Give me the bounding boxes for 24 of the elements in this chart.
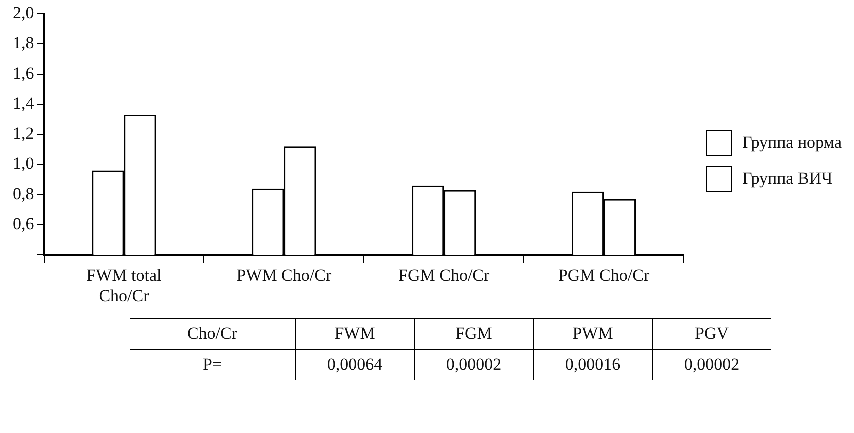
y-tick-label: 1,2 xyxy=(13,124,34,144)
text: Cho/Cr xyxy=(130,318,296,350)
y-tick-label: 0,8 xyxy=(13,184,34,204)
y-tick-label: 1,4 xyxy=(13,94,35,113)
text: 0,00002 xyxy=(652,350,771,380)
y-tick-label: 1,6 xyxy=(13,64,34,83)
text: PWM xyxy=(534,318,652,350)
x-tick-label: PWM Cho/Cr xyxy=(236,266,332,285)
text: 0,00016 xyxy=(534,350,652,380)
y-tick-label: 2,0 xyxy=(13,3,34,22)
text: 0,00064 xyxy=(296,350,414,380)
text: FGM xyxy=(414,318,534,350)
y-tick-label: 1,0 xyxy=(13,154,34,174)
text: Группа ВИЧ xyxy=(742,169,833,189)
y-tick-label: 1,8 xyxy=(13,34,34,53)
text: 0,00002 xyxy=(414,350,534,380)
x-tick-label: PGM Cho/Cr xyxy=(558,266,650,285)
text: P= xyxy=(202,354,224,376)
text: PGV xyxy=(652,318,771,350)
text: FWM xyxy=(296,318,414,350)
x-tick-label: FWM total Cho/Cr xyxy=(86,266,162,306)
text: Группа норма xyxy=(742,133,842,153)
y-tick-label: 0,6 xyxy=(13,214,34,234)
x-tick-label: FGM Cho/Cr xyxy=(398,266,490,285)
